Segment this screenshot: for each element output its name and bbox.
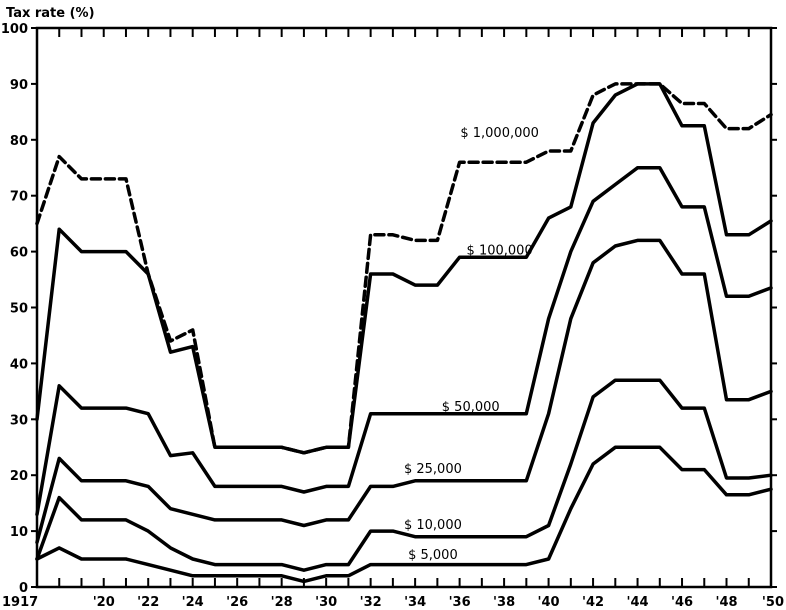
y-tick-label: 70 [10, 190, 28, 205]
series-line [35, 445, 773, 584]
y-tick-label: 80 [10, 134, 28, 149]
x-tick-label: '22 [137, 595, 159, 610]
series-layer [35, 82, 773, 584]
x-tick-label: '42 [582, 595, 604, 610]
series-label: $ 25,000 [404, 462, 462, 477]
series-label: $ 1,000,000 [460, 126, 539, 141]
y-tick-label: 100 [1, 22, 28, 37]
x-tick-label: '44 [627, 595, 649, 610]
x-tick-label: '48 [715, 595, 737, 610]
y-axis-title: Tax rate (%) [6, 6, 95, 21]
series-labels: $ 1,000,000 $ 100,000 $ 50,000 $ 25,000 $ 10… [404, 126, 539, 563]
y-tick-label: 20 [10, 469, 28, 484]
y-tick-label: 50 [10, 302, 28, 317]
series-line [35, 238, 773, 545]
y-tick-label: 90 [10, 78, 28, 93]
y-tick-label: 30 [10, 413, 28, 428]
series-label: $ 50,000 [442, 400, 500, 415]
series-label: $ 5,000 [408, 548, 458, 563]
x-tick-label: '20 [93, 595, 115, 610]
series-line [35, 82, 773, 455]
x-tick-label: '26 [226, 595, 248, 610]
x-tick-label: '38 [493, 595, 515, 610]
x-tick-label: '46 [671, 595, 693, 610]
x-tick-label: '50 [762, 595, 784, 610]
x-tick-label: '34 [404, 595, 426, 610]
y-tick-label: 40 [10, 357, 28, 372]
series-label: $ 10,000 [404, 518, 462, 533]
x-tick-label: 1917 [2, 595, 38, 610]
plot-frame [35, 26, 773, 589]
series-line [35, 82, 773, 455]
y-tick-label: 0 [19, 581, 28, 596]
series-label: $ 100,000 [467, 243, 533, 258]
y-tick-label: 60 [10, 246, 28, 261]
y-axis: 0 10 20 30 40 50 60 70 80 90 100 [1, 22, 777, 596]
x-tick-label: '40 [538, 595, 560, 610]
y-tick-label: 10 [10, 525, 28, 540]
x-tick-label: '30 [315, 595, 337, 610]
series-line [35, 378, 773, 572]
series-line [35, 166, 773, 517]
x-tick-label: '24 [182, 595, 204, 610]
x-tick-label: '28 [271, 595, 293, 610]
x-axis: 1917 '20 '22 '24 '26 '28 '30 '32 '34 '36 '38 '40 '42… [2, 28, 784, 610]
x-tick-label: '36 [449, 595, 471, 610]
x-tick-label: '32 [360, 595, 382, 610]
